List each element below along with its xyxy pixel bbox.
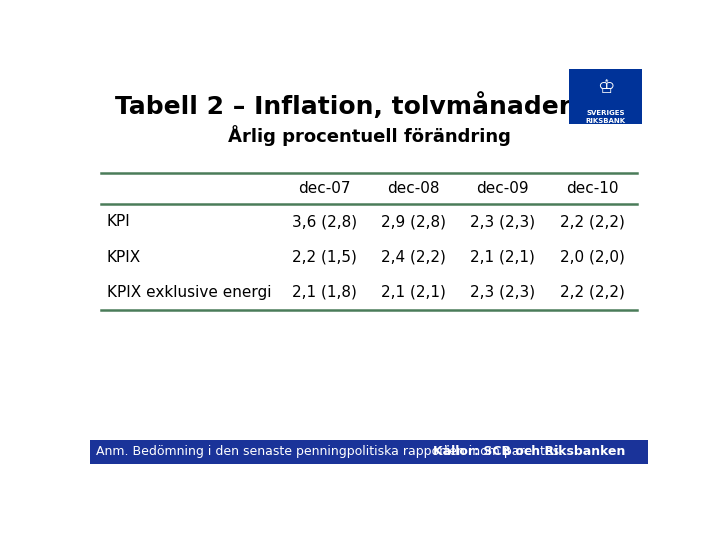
Text: KPIX: KPIX <box>107 249 141 265</box>
Text: 2,0 (2,0): 2,0 (2,0) <box>559 249 625 265</box>
Text: Källor: SCB och Riksbanken: Källor: SCB och Riksbanken <box>433 446 626 458</box>
Text: 2,3 (2,3): 2,3 (2,3) <box>470 285 536 300</box>
Bar <box>569 69 642 124</box>
Text: KPI: KPI <box>107 214 130 230</box>
Text: Anm. Bedömning i den senaste penningpolitiska rapporten inom parentes.: Anm. Bedömning i den senaste penningpoli… <box>96 446 563 458</box>
Text: 2,2 (1,5): 2,2 (1,5) <box>292 249 357 265</box>
Bar <box>90 440 648 464</box>
Text: KPIX exklusive energi: KPIX exklusive energi <box>107 285 271 300</box>
Text: 2,9 (2,8): 2,9 (2,8) <box>381 214 446 230</box>
Text: dec-10: dec-10 <box>566 181 618 196</box>
Text: ♔: ♔ <box>597 78 614 97</box>
Text: 2,3 (2,3): 2,3 (2,3) <box>470 214 536 230</box>
Text: SVERIGES
RIKSBANK: SVERIGES RIKSBANK <box>585 110 626 124</box>
Text: 2,1 (2,1): 2,1 (2,1) <box>470 249 536 265</box>
Text: 2,4 (2,2): 2,4 (2,2) <box>381 249 446 265</box>
Text: dec-08: dec-08 <box>387 181 440 196</box>
Text: Årlig procentuell förändring: Årlig procentuell förändring <box>228 125 510 146</box>
Text: dec-09: dec-09 <box>477 181 529 196</box>
Text: 2,1 (2,1): 2,1 (2,1) <box>381 285 446 300</box>
Text: Tabell 2 – Inflation, tolvmånaderstal: Tabell 2 – Inflation, tolvmånaderstal <box>114 92 624 119</box>
Text: dec-07: dec-07 <box>298 181 351 196</box>
Text: 2,2 (2,2): 2,2 (2,2) <box>559 285 625 300</box>
Text: 3,6 (2,8): 3,6 (2,8) <box>292 214 357 230</box>
Text: 2,2 (2,2): 2,2 (2,2) <box>559 214 625 230</box>
Text: 2,1 (1,8): 2,1 (1,8) <box>292 285 357 300</box>
